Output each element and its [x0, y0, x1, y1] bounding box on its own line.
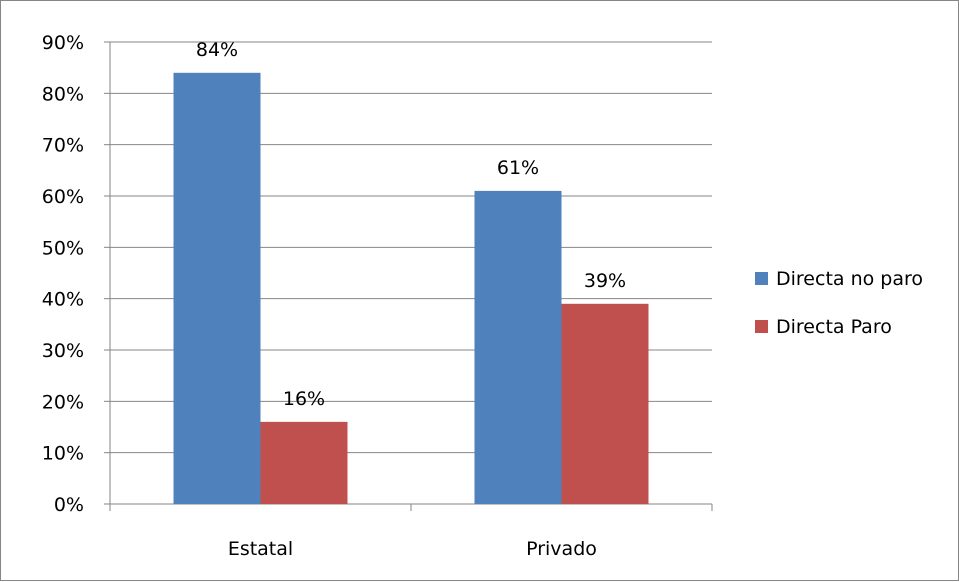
- y-tick-label: 10%: [42, 443, 84, 465]
- legend-swatch: [755, 320, 768, 333]
- bar: [561, 303, 649, 504]
- y-tick-label: 20%: [42, 391, 84, 413]
- x-category-label: Privado: [526, 538, 597, 560]
- legend-label: Directa Paro: [776, 316, 892, 338]
- y-tick-label: 60%: [42, 186, 84, 208]
- bar: [474, 190, 562, 504]
- y-tick-label: 90%: [42, 32, 84, 54]
- data-label: 84%: [196, 39, 238, 61]
- y-tick-label: 40%: [42, 289, 84, 311]
- y-tick-label: 70%: [42, 135, 84, 157]
- legend-label: Directa no paro: [776, 268, 923, 290]
- y-tick-label: 30%: [42, 340, 84, 362]
- data-label: 61%: [497, 157, 539, 179]
- y-tick-label: 50%: [42, 237, 84, 259]
- data-label: 16%: [283, 388, 325, 410]
- y-tick-label: 80%: [42, 83, 84, 105]
- y-tick-label: 0%: [54, 494, 84, 516]
- x-category-label: Estatal: [228, 538, 293, 560]
- bar: [173, 72, 261, 505]
- data-label: 39%: [584, 270, 626, 292]
- bar: [260, 421, 348, 504]
- legend-swatch: [755, 272, 768, 285]
